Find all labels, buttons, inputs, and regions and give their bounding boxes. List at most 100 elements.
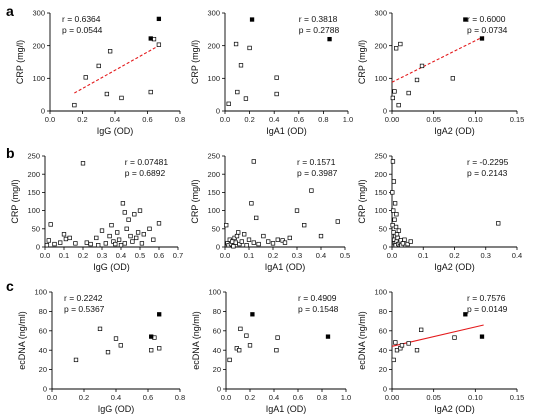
x-tick-label: 0.2 (244, 115, 254, 124)
y-tick-label: 20 (213, 365, 221, 374)
x-axis-label: IgA2 (OD) (434, 262, 475, 272)
x-tick-label: 0.8 (318, 115, 328, 124)
data-point-open (84, 240, 89, 245)
data-point-open (156, 221, 162, 226)
y-tick-label: 200 (32, 41, 45, 50)
data-point-open (405, 241, 410, 247)
stat-p-label: p = 0.0149 (467, 304, 508, 314)
x-tick-label: 0.5 (135, 251, 145, 260)
data-point-open (309, 188, 314, 193)
data-point-open (396, 228, 402, 233)
data-point-open (128, 233, 133, 239)
regression-line (391, 324, 484, 347)
x-tick-label: 0.7 (173, 251, 183, 260)
regression-line (391, 36, 484, 83)
data-point-open (242, 232, 247, 237)
data-point-open (274, 75, 279, 80)
data-point-open (157, 346, 162, 351)
data-point-open (96, 63, 101, 69)
data-point-open (139, 241, 145, 246)
y-tick-label: 100 (34, 288, 47, 297)
data-point-open (63, 236, 69, 242)
data-point-filled (249, 17, 255, 22)
x-tick-label: 0.4 (512, 251, 522, 260)
y-tick-label: 0 (36, 243, 40, 252)
data-point-open (393, 224, 399, 230)
data-point-filled (325, 334, 331, 339)
y-tick-label: 50 (32, 224, 40, 233)
data-point-open (130, 239, 135, 244)
data-point-open (118, 243, 124, 248)
x-tick-label: 0.00 (385, 115, 400, 124)
y-tick-label: 100 (374, 288, 387, 297)
data-point-open (390, 95, 395, 101)
chart-2: 0.0 0.2 0.4 0.6 0.8 1.0 0 100 200 300 IgA1 (OD) CRP… (190, 9, 353, 136)
x-axis-label: IgG (OD) (93, 262, 130, 272)
x-axis-label: IgA1 (OD) (266, 126, 307, 136)
data-point-open (395, 235, 400, 241)
y-tick-label: 100 (207, 74, 220, 83)
data-point-open (251, 159, 256, 164)
y-tick-label: 50 (212, 224, 220, 233)
data-point-open (233, 240, 238, 245)
data-point-open (113, 336, 119, 341)
stat-p-label: p = 0.0734 (467, 25, 508, 35)
data-point-open (156, 42, 162, 47)
data-point-open (233, 41, 239, 47)
y-tick-label: 100 (27, 206, 40, 215)
data-point-open (148, 89, 153, 95)
x-tick-label: 0.3 (97, 251, 107, 260)
panel-letter-c: c (6, 278, 14, 294)
data-point-open (44, 243, 50, 248)
x-tick-label: 0.6 (142, 115, 152, 124)
x-tick-label: 0.0 (220, 251, 230, 260)
x-tick-label: 0.8 (317, 393, 327, 402)
x-tick-label: 0.10 (468, 393, 483, 402)
data-point-open (116, 237, 122, 242)
x-tick-label: 0.15 (510, 115, 525, 124)
data-point-open (113, 241, 118, 247)
data-point-open (115, 230, 120, 235)
data-point-open (119, 95, 124, 101)
x-tick-label: 0.0 (221, 393, 231, 402)
y-tick-label: 20 (379, 365, 387, 374)
data-point-open (126, 217, 131, 222)
data-point-open (394, 46, 399, 51)
panel-letter-b: b (6, 145, 15, 161)
data-point-open (107, 49, 113, 54)
y-tick-label: 100 (374, 206, 387, 215)
x-tick-label: 0.00 (385, 393, 400, 402)
data-point-open (419, 63, 425, 69)
data-point-open (231, 244, 236, 249)
data-point-open (402, 237, 407, 242)
x-tick-label: 0.2 (77, 115, 87, 124)
y-axis-label: ecDNA (ng/ml) (357, 311, 367, 370)
data-point-open (392, 217, 397, 222)
x-tick-label: 0.05 (426, 115, 441, 124)
data-point-open (394, 232, 400, 237)
y-axis-label: CRP (mg/l) (357, 179, 367, 223)
stat-r-label: r = -0.2295 (467, 157, 509, 167)
data-point-filled (156, 16, 162, 22)
x-tick-label: 0.6 (143, 393, 153, 402)
data-point-open (137, 208, 143, 213)
x-axis-label: IgA1 (OD) (265, 262, 306, 272)
y-tick-label: 200 (207, 41, 220, 50)
y-tick-label: 0 (383, 243, 387, 252)
y-tick-label: 150 (207, 188, 220, 197)
x-tick-label: 0.8 (175, 393, 185, 402)
data-point-filled (148, 36, 153, 41)
data-point-open (254, 215, 259, 221)
x-tick-label: 0.6 (154, 251, 164, 260)
stat-r-label: r = 0.6000 (467, 14, 506, 24)
data-point-open (243, 96, 249, 101)
data-point-filled (327, 36, 332, 42)
y-tick-label: 100 (32, 74, 45, 83)
y-tick-label: 80 (213, 307, 221, 316)
data-point-open (122, 210, 127, 215)
data-point-filled (479, 36, 485, 41)
y-tick-label: 100 (208, 288, 221, 297)
y-axis-label: ecDNA (ng/ml) (17, 311, 27, 370)
data-point-open (244, 243, 249, 248)
stat-p-label: p = 0.2143 (467, 168, 508, 178)
